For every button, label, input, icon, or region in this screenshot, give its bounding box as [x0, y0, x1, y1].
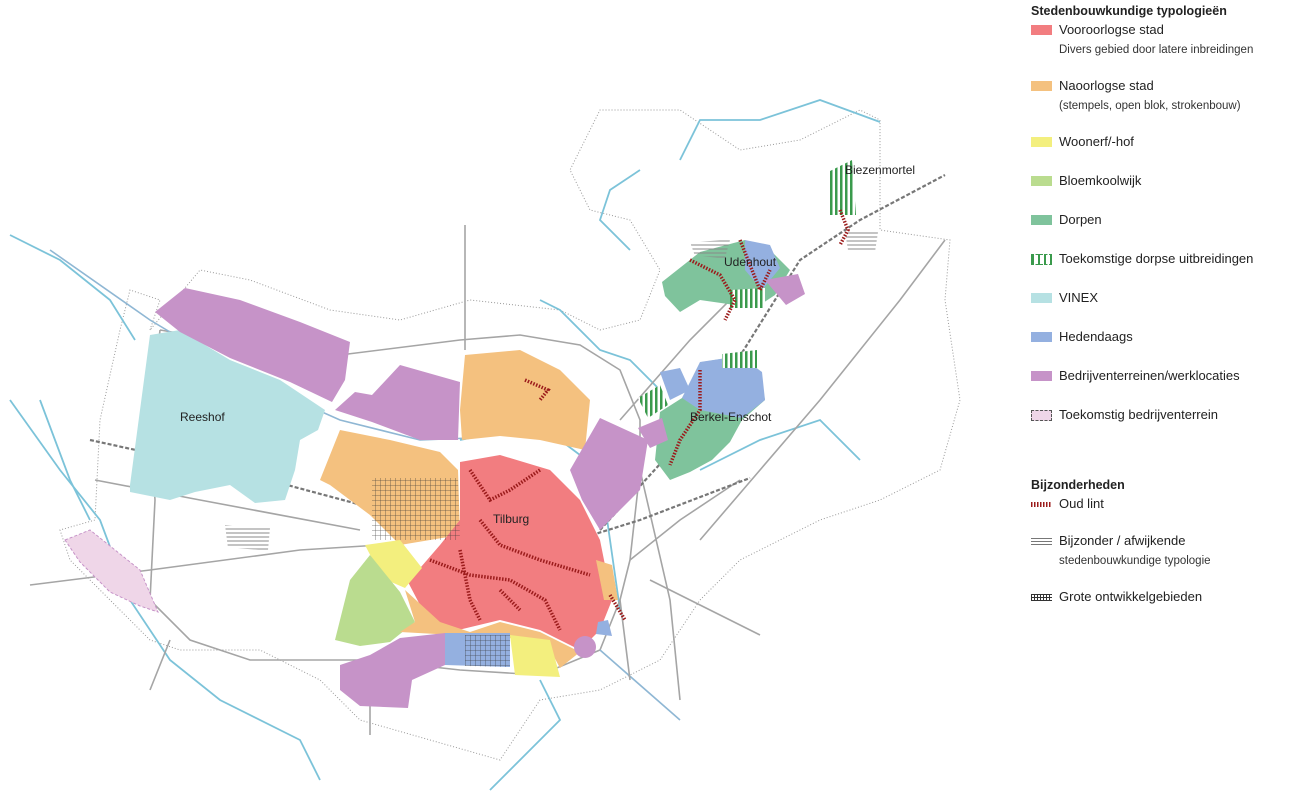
legend-item-woonerf: Woonerf/-hof	[1031, 134, 1309, 150]
area-bedrijven-udenhout	[765, 274, 805, 305]
grey-triple-line-icon	[1031, 538, 1052, 545]
legend-label: Toekomstige dorpse uitbreidingen	[1059, 251, 1254, 266]
legend-item-bedrijven: Bedrijventerreinen/werklocaties	[1031, 368, 1309, 384]
legend-item-bijzonder: Bijzonder / afwijkende stedenbouwkundige…	[1031, 533, 1309, 569]
area-hedendaags-southeast	[596, 620, 612, 636]
legend-sublabel: (stempels, open blok, strokenbouw)	[1059, 100, 1241, 112]
area-bloemkoolwijk	[335, 555, 415, 646]
area-bijzonder-udenhout	[690, 240, 730, 258]
legend-item-vinex: VINEX	[1031, 290, 1309, 306]
swatch-icon	[1031, 176, 1052, 186]
legend-label: Dorpen	[1059, 212, 1102, 227]
legend-item-dorpen: Dorpen	[1031, 212, 1309, 228]
label-udenhout: Udenhout	[724, 255, 777, 269]
legend: Stedenbouwkundige typologieën Vooroorlog…	[1031, 4, 1309, 605]
area-bedrijven-nw	[155, 288, 350, 402]
swatch-icon	[1031, 137, 1052, 147]
legend-item-bloemkoolwijk: Bloemkoolwijk	[1031, 173, 1309, 189]
pink-dashed-box-icon	[1031, 410, 1052, 421]
municipal-boundary	[59, 109, 961, 761]
legend-sublabel: Divers gebied door latere inbreidingen	[1059, 44, 1254, 56]
legend-title: Stedenbouwkundige typologieën	[1031, 4, 1227, 18]
swatch-icon	[1031, 371, 1052, 381]
swatch-icon	[1031, 215, 1052, 225]
legend-item-vooroorlogse: Vooroorlogse stad Divers gebied door lat…	[1031, 22, 1309, 58]
label-reeshof: Reeshof	[180, 410, 225, 424]
legend-label: Hedendaags	[1059, 329, 1133, 344]
legend-label: Grote ontwikkelgebieden	[1059, 589, 1203, 604]
road-network	[29, 225, 946, 735]
area-grote-ontwikkeling-centre	[372, 478, 460, 540]
legend-sublabel: stedenbouwkundige typologie	[1059, 555, 1211, 567]
legend-label: Naoorlogse stad	[1059, 78, 1154, 93]
legend-item-toekomstig-bedrijven: Toekomstig bedrijventerrein	[1031, 407, 1309, 423]
grid-hatch-icon	[1031, 594, 1052, 601]
label-berkel-enschot: Berkel-Enschot	[690, 410, 772, 424]
area-bedrijven-north	[335, 365, 460, 440]
oud-lint-lines	[429, 209, 850, 631]
area-vooroorlogs-tilburg	[408, 455, 612, 650]
area-toekomstig-dorps-berkel-west	[638, 385, 668, 418]
legend-item-oud-lint: Oud lint	[1031, 496, 1309, 512]
legend-label: Bijzonder / afwijkende	[1059, 533, 1186, 548]
area-naoorlogs-east	[596, 560, 618, 600]
legend-item-toekomstige-dorpse: Toekomstige dorpse uitbreidingen	[1031, 251, 1309, 267]
legend-label: VINEX	[1059, 290, 1099, 305]
area-bedrijven-east	[570, 418, 648, 530]
legend-label: Bedrijventerreinen/werklocaties	[1059, 368, 1240, 383]
area-bedrijven-southeast	[574, 636, 596, 658]
legend-label: Woonerf/-hof	[1059, 134, 1134, 149]
typology-map: Reeshof Tilburg Udenhout Berkel-Enschot …	[9, 99, 961, 791]
red-hatched-line-icon	[1031, 502, 1052, 507]
area-toekomstig-dorps-biezenmortel	[828, 160, 856, 215]
swatch-icon	[1031, 25, 1052, 35]
area-bijzonder-biezenmortel	[845, 232, 878, 252]
area-hedendaags-berkel	[682, 356, 765, 418]
area-woonerf-west	[365, 540, 422, 588]
area-hedendaags-berkel-west	[660, 368, 690, 400]
area-bedrijven-berkel	[638, 418, 668, 448]
swatch-icon	[1031, 293, 1052, 303]
legend-item-naoorlogse: Naoorlogse stad (stempels, open blok, st…	[1031, 78, 1309, 114]
area-bedrijven-south	[340, 633, 445, 708]
area-naoorlogs-south	[400, 590, 580, 668]
legend-item-grote-ontwikkel: Grote ontwikkelgebieden	[1031, 589, 1309, 605]
area-toekomstig-dorps-berkel-north	[722, 350, 757, 368]
waterways	[9, 99, 881, 791]
area-naoorlogs-north	[460, 350, 590, 450]
legend-label: Toekomstig bedrijventerrein	[1059, 407, 1218, 422]
area-grote-ontwikkeling-south	[465, 635, 510, 667]
green-striped-box-icon	[1031, 254, 1052, 265]
legend-label: Oud lint	[1059, 496, 1104, 511]
area-toekomstig-bedrijventerrein	[64, 529, 159, 613]
swatch-icon	[1031, 332, 1052, 342]
swatch-icon	[1031, 81, 1052, 91]
area-woonerf-south	[510, 635, 560, 677]
label-tilburg: Tilburg	[493, 512, 529, 526]
area-vinex-reeshof	[130, 330, 325, 503]
legend-label: Bloemkoolwijk	[1059, 173, 1142, 188]
label-biezenmortel: Biezenmortel	[845, 163, 915, 177]
area-toekomstig-dorps-udenhout	[730, 288, 765, 308]
legend-label: Vooroorlogse stad	[1059, 22, 1164, 37]
legend-special-title: Bijzonderheden	[1031, 478, 1125, 492]
area-bijzonder-west	[225, 525, 270, 550]
legend-item-hedendaags: Hedendaags	[1031, 329, 1309, 345]
